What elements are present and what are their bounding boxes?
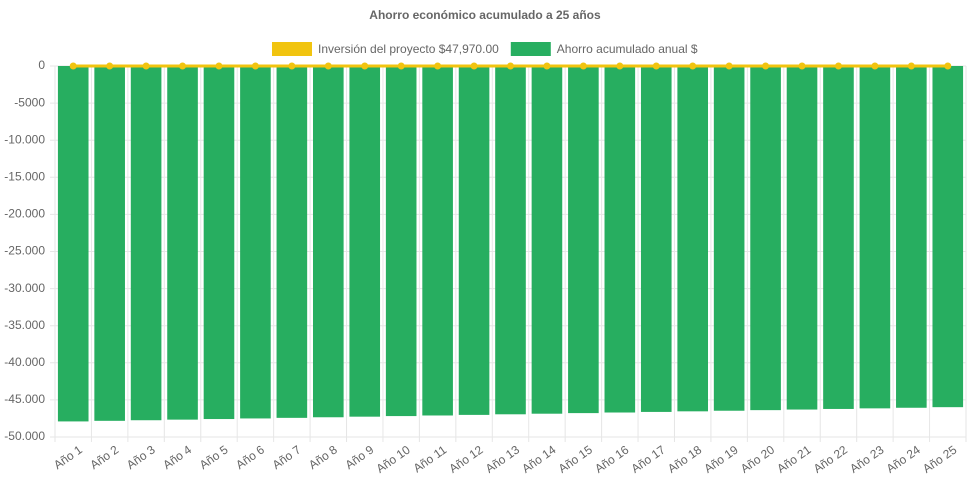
bar [385,66,417,417]
bar [167,66,198,420]
line-point [179,62,187,70]
line-point [288,62,296,70]
bar [531,66,563,414]
bar [57,66,89,422]
line-point [725,62,733,70]
bar [94,66,125,421]
chart-title: Ahorro económico acumulado a 25 años [369,8,601,22]
x-tick-label: Año 17 [629,442,668,475]
x-tick-label: Año 9 [343,442,377,472]
line-point [251,62,259,70]
line-point [616,62,624,70]
y-tick-label: -50.000 [4,429,45,443]
line-point [397,62,405,70]
y-tick-label: -15.000 [4,169,45,183]
line-point [324,62,332,70]
bar [422,66,453,416]
legend-swatch [510,42,551,56]
x-tick-label: Año 2 [87,442,121,472]
bar [823,66,854,409]
x-tick-label: Año 7 [270,442,304,472]
bar [713,66,745,411]
y-tick-label: -5000 [14,95,45,109]
x-tick-label: Año 19 [701,442,740,475]
bar [604,66,636,413]
line-point [215,62,223,70]
bar [568,66,599,414]
bar [932,66,964,408]
y-tick-label: -20.000 [4,207,45,221]
bar [786,66,818,410]
bar [859,66,891,409]
line-point [944,62,952,70]
line-point [434,62,442,70]
line-point [907,62,915,70]
line-point [106,62,114,70]
bar [276,66,308,418]
y-tick-label: -25.000 [4,244,45,258]
x-tick-label: Año 23 [847,442,886,475]
y-tick-label: -45.000 [4,392,45,406]
y-tick-label: -30.000 [4,281,45,295]
bar [495,66,526,415]
x-tick-label: Año 5 [197,442,231,472]
line-point [579,62,587,70]
line-point [361,62,369,70]
y-tick-label: 0 [38,58,45,72]
bar [349,66,381,417]
x-tick-label: Año 14 [519,442,558,475]
line-point [871,62,879,70]
bar [896,66,927,408]
line-point [142,62,150,70]
bar [130,66,162,421]
bar [750,66,781,411]
x-tick-label: Año 4 [160,442,194,472]
x-tick-label: Año 1 [51,442,85,472]
bar [203,66,235,420]
line-point [69,62,77,70]
bar [458,66,490,415]
bar [677,66,709,412]
y-tick-label: -40.000 [4,355,45,369]
bar [312,66,344,418]
line-point [470,62,478,70]
line-point [762,62,770,70]
x-tick-label: Año 8 [306,442,340,472]
line-point [834,62,842,70]
x-tick-label: Año 22 [811,442,850,475]
line-point [652,62,660,70]
x-tick-label: Año 20 [738,442,777,475]
bar [240,66,271,419]
line-point [507,62,514,70]
line-point [798,62,806,70]
x-tick-label: Año 18 [665,442,704,475]
x-tick-label: Año 21 [774,442,813,475]
x-tick-label: Año 6 [233,442,267,472]
x-tick-label: Año 11 [411,442,450,475]
x-tick-label: Año 13 [483,442,522,475]
x-tick-label: Año 16 [592,442,631,475]
line-point [689,62,697,70]
x-tick-label: Año 12 [446,442,485,475]
y-tick-label: -35.000 [4,318,45,332]
x-tick-label: Año 10 [374,442,413,475]
legend-swatch [272,42,312,56]
x-tick-label: Año 3 [124,442,158,472]
legend-label: Inversión del proyecto $47,970.00 [318,42,499,56]
bar [640,66,672,412]
line-point [543,62,551,70]
x-tick-label: Año 25 [920,442,959,475]
x-tick-label: Año 24 [884,442,923,475]
y-tick-label: -10.000 [4,132,45,146]
x-tick-label: Año 15 [556,442,595,475]
legend-label: Ahorro acumulado anual $ [557,42,698,56]
